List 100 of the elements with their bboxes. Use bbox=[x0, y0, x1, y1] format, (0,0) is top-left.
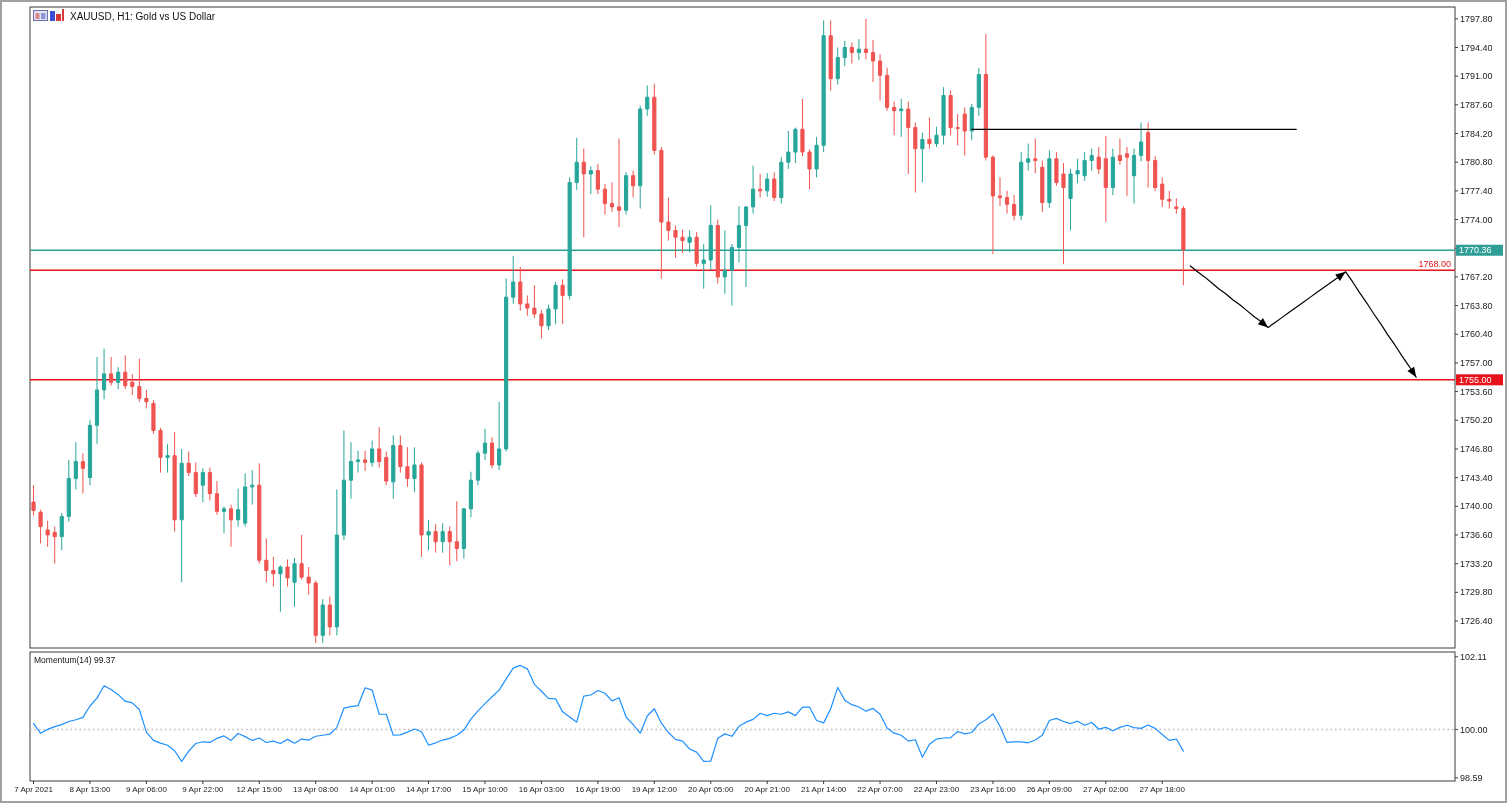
x-tick-label: 21 Apr 14:00 bbox=[800, 785, 847, 794]
candlestick bbox=[1160, 176, 1165, 208]
line-series bbox=[1189, 265, 1417, 378]
line-series bbox=[32, 664, 1184, 762]
candlestick bbox=[363, 450, 368, 472]
candlestick bbox=[1004, 190, 1010, 215]
x-tick-label: 9 Apr 06:00 bbox=[125, 785, 168, 794]
candlestick bbox=[807, 149, 812, 190]
candlestick bbox=[130, 373, 135, 396]
candlestick bbox=[1138, 122, 1144, 162]
candlestick bbox=[560, 278, 565, 325]
x-tick-label: 14 Apr 01:00 bbox=[349, 785, 396, 794]
candlestick bbox=[518, 266, 523, 312]
candlestick bbox=[200, 467, 205, 503]
candlestick bbox=[1096, 146, 1101, 175]
x-tick-label: 27 Apr 02:00 bbox=[1083, 785, 1130, 794]
y-tick-label: 1777.40 bbox=[1460, 186, 1493, 197]
candlestick bbox=[299, 534, 304, 581]
candlestick bbox=[447, 526, 452, 566]
candlestick bbox=[306, 566, 311, 596]
candlestick bbox=[454, 500, 459, 562]
candlestick bbox=[355, 450, 361, 474]
candlestick bbox=[948, 90, 953, 136]
candlestick bbox=[645, 84, 650, 117]
candlestick bbox=[553, 281, 558, 325]
candlestick bbox=[616, 138, 622, 228]
x-tick-label: 12 Apr 15:00 bbox=[236, 785, 283, 794]
candlestick bbox=[849, 41, 854, 65]
candlestick bbox=[214, 480, 220, 516]
candlestick bbox=[532, 284, 537, 319]
x-tick-label: 16 Apr 19:00 bbox=[575, 785, 622, 794]
candlestick bbox=[1026, 143, 1031, 172]
candlestick bbox=[680, 229, 685, 254]
candlestick bbox=[1117, 138, 1122, 166]
candlestick bbox=[870, 39, 876, 83]
candlestick bbox=[969, 103, 974, 141]
candlestick bbox=[80, 452, 85, 495]
candlestick bbox=[793, 127, 798, 164]
y-tick-label: 1743.40 bbox=[1460, 472, 1493, 483]
candlestick bbox=[602, 183, 608, 215]
candlestick bbox=[221, 505, 227, 534]
candlestick bbox=[292, 557, 297, 608]
x-tick-label: 19 Apr 12:00 bbox=[631, 785, 678, 794]
candlestick bbox=[257, 462, 262, 565]
candlestick bbox=[370, 440, 375, 468]
candlestick bbox=[497, 401, 502, 471]
candlestick bbox=[906, 100, 911, 175]
candlestick bbox=[1040, 160, 1045, 213]
candlestick bbox=[94, 356, 100, 445]
x-tick-label: 20 Apr 21:00 bbox=[744, 785, 791, 794]
candlestick bbox=[715, 219, 720, 285]
candlestick bbox=[694, 231, 699, 268]
candlestick bbox=[461, 507, 466, 560]
candlestick bbox=[856, 38, 861, 61]
candlestick bbox=[87, 419, 93, 486]
candlestick bbox=[595, 163, 600, 195]
candlestick bbox=[659, 146, 664, 280]
candlestick bbox=[504, 278, 509, 452]
candlestick bbox=[1103, 135, 1108, 223]
y-tick-label: 1746.80 bbox=[1460, 444, 1493, 455]
candlestick bbox=[941, 86, 946, 145]
candlestick bbox=[990, 154, 996, 255]
candlestick bbox=[877, 53, 883, 102]
candlestick bbox=[207, 467, 212, 501]
candlestick bbox=[899, 98, 904, 138]
y-tick-label: 1740.00 bbox=[1460, 501, 1493, 512]
candlestick bbox=[863, 18, 869, 60]
x-tick-label: 20 Apr 05:00 bbox=[688, 785, 734, 794]
y-tick-label: 98.59 bbox=[1460, 773, 1483, 784]
candlestick bbox=[250, 469, 255, 506]
candlestick bbox=[186, 450, 191, 477]
candlestick bbox=[144, 389, 149, 409]
candlestick bbox=[116, 366, 121, 390]
y-tick-label: 1760.40 bbox=[1460, 329, 1493, 340]
candlestick bbox=[52, 526, 57, 565]
y-tick-label: 1726.40 bbox=[1460, 616, 1493, 627]
y-tick-label: 1787.60 bbox=[1460, 99, 1493, 110]
candlestick bbox=[412, 446, 417, 493]
y-tick-label: 1780.80 bbox=[1460, 157, 1493, 168]
candlestick bbox=[609, 181, 615, 213]
candlestick bbox=[391, 434, 396, 500]
candlestick bbox=[765, 172, 770, 198]
candlestick bbox=[666, 197, 671, 242]
chart-title: Momentum(14) 99.37 bbox=[34, 654, 116, 665]
candlestick bbox=[624, 171, 629, 215]
candlestick bbox=[151, 399, 156, 435]
candlestick bbox=[489, 436, 495, 469]
candlestick bbox=[426, 519, 431, 551]
candlestick bbox=[66, 459, 71, 522]
candlestick bbox=[652, 83, 657, 156]
candlestick bbox=[588, 165, 593, 195]
candlestick bbox=[1012, 194, 1017, 221]
candlestick bbox=[1082, 151, 1087, 182]
candlestick bbox=[638, 105, 643, 210]
candlestick bbox=[158, 427, 163, 474]
candlestick bbox=[31, 484, 36, 517]
candlestick bbox=[1167, 190, 1172, 210]
y-tick-label: 1763.80 bbox=[1460, 300, 1493, 311]
candlestick bbox=[264, 537, 269, 583]
y-tick-label: 1736.60 bbox=[1460, 530, 1493, 541]
